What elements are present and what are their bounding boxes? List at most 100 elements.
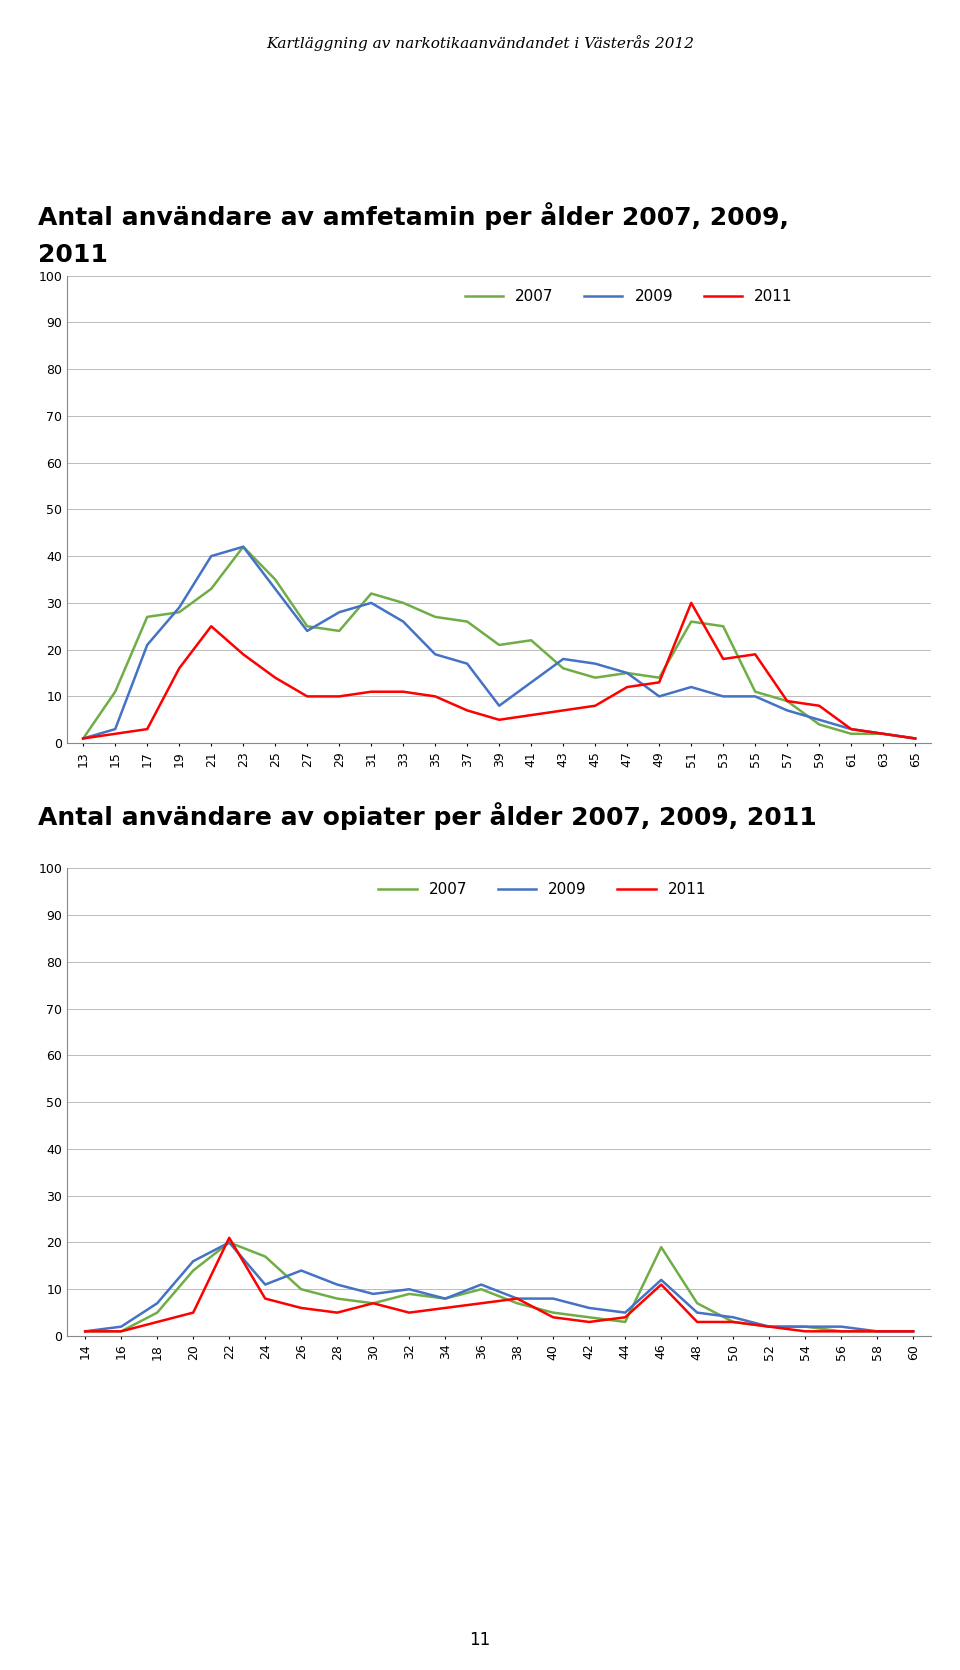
2007	[224, 1232, 235, 1252]
2011	[237, 645, 249, 665]
2011	[813, 696, 825, 716]
2007	[584, 1308, 595, 1328]
2009	[691, 1303, 703, 1323]
2009	[475, 1274, 487, 1294]
2007	[877, 723, 889, 743]
2007	[846, 723, 857, 743]
2009	[333, 603, 345, 623]
2011	[109, 723, 121, 743]
2009	[366, 593, 377, 613]
2007	[115, 1321, 127, 1341]
2007	[685, 611, 697, 631]
2009	[493, 696, 505, 716]
2011	[152, 1313, 163, 1333]
2009	[835, 1316, 847, 1336]
2011	[877, 723, 889, 743]
Text: Antal användare av amfetamin per ålder 2007, 2009,: Antal användare av amfetamin per ålder 2…	[38, 202, 789, 230]
2009	[512, 1289, 523, 1309]
Line: 2007: 2007	[84, 546, 915, 738]
2011	[493, 710, 505, 730]
2007	[141, 606, 153, 626]
2007	[152, 1303, 163, 1323]
2007	[187, 1261, 199, 1281]
2011	[691, 1313, 703, 1333]
2009	[877, 723, 889, 743]
2011	[547, 1308, 559, 1328]
2011	[558, 700, 569, 720]
2011	[589, 696, 601, 716]
2007	[366, 583, 377, 603]
2009	[763, 1316, 775, 1336]
2011	[78, 728, 89, 748]
2009	[750, 686, 761, 706]
2007	[589, 668, 601, 688]
2007	[333, 621, 345, 641]
2011	[907, 1321, 919, 1341]
2011	[909, 728, 921, 748]
2007	[331, 1289, 343, 1309]
2007	[259, 1246, 271, 1266]
2009	[654, 686, 665, 706]
Text: Kartläggning av narkotikaanvändandet i Västerås 2012: Kartläggning av narkotikaanvändandet i V…	[266, 35, 694, 52]
2007	[619, 1313, 631, 1333]
2009	[440, 1289, 451, 1309]
2007	[403, 1284, 415, 1304]
2011	[366, 681, 377, 701]
2009	[909, 728, 921, 748]
2007	[656, 1237, 667, 1258]
2011	[403, 1303, 415, 1323]
2011	[685, 593, 697, 613]
2011	[656, 1274, 667, 1294]
2009	[270, 579, 281, 600]
2007	[907, 1321, 919, 1341]
2009	[174, 598, 185, 618]
2011	[301, 686, 313, 706]
2011	[397, 681, 409, 701]
Legend: 2007, 2009, 2011: 2007, 2009, 2011	[459, 284, 799, 311]
2007	[475, 1279, 487, 1299]
2007	[270, 569, 281, 590]
2011	[619, 1308, 631, 1328]
2009	[547, 1289, 559, 1309]
2011	[654, 673, 665, 693]
2007	[78, 728, 89, 748]
2009	[397, 611, 409, 631]
2007	[237, 536, 249, 556]
Line: 2009: 2009	[84, 546, 915, 738]
2009	[728, 1308, 739, 1328]
2009	[656, 1269, 667, 1289]
2009	[462, 653, 473, 673]
2009	[558, 650, 569, 670]
2009	[717, 686, 729, 706]
2011	[462, 700, 473, 720]
2009	[80, 1321, 91, 1341]
Text: Antal användare av opiater per ålder 2007, 2009, 2011: Antal användare av opiater per ålder 200…	[38, 802, 817, 830]
2007	[835, 1321, 847, 1341]
2009	[259, 1274, 271, 1294]
2011	[872, 1321, 883, 1341]
2007	[558, 658, 569, 678]
2007	[781, 691, 793, 711]
2007	[717, 616, 729, 636]
2011	[750, 645, 761, 665]
2011	[512, 1289, 523, 1309]
2007	[763, 1316, 775, 1336]
2009	[846, 720, 857, 740]
2007	[429, 606, 441, 626]
2011	[224, 1227, 235, 1247]
2007	[728, 1313, 739, 1333]
2009	[800, 1316, 811, 1336]
2007	[813, 715, 825, 735]
Text: 2011: 2011	[38, 244, 108, 267]
2007	[525, 630, 537, 650]
2011	[475, 1293, 487, 1313]
2009	[78, 728, 89, 748]
2007	[691, 1293, 703, 1313]
2009	[296, 1261, 307, 1281]
2007	[80, 1321, 91, 1341]
Line: 2007: 2007	[85, 1242, 913, 1331]
2011	[259, 1289, 271, 1309]
2011	[835, 1321, 847, 1341]
2011	[621, 676, 633, 696]
2011	[763, 1316, 775, 1336]
